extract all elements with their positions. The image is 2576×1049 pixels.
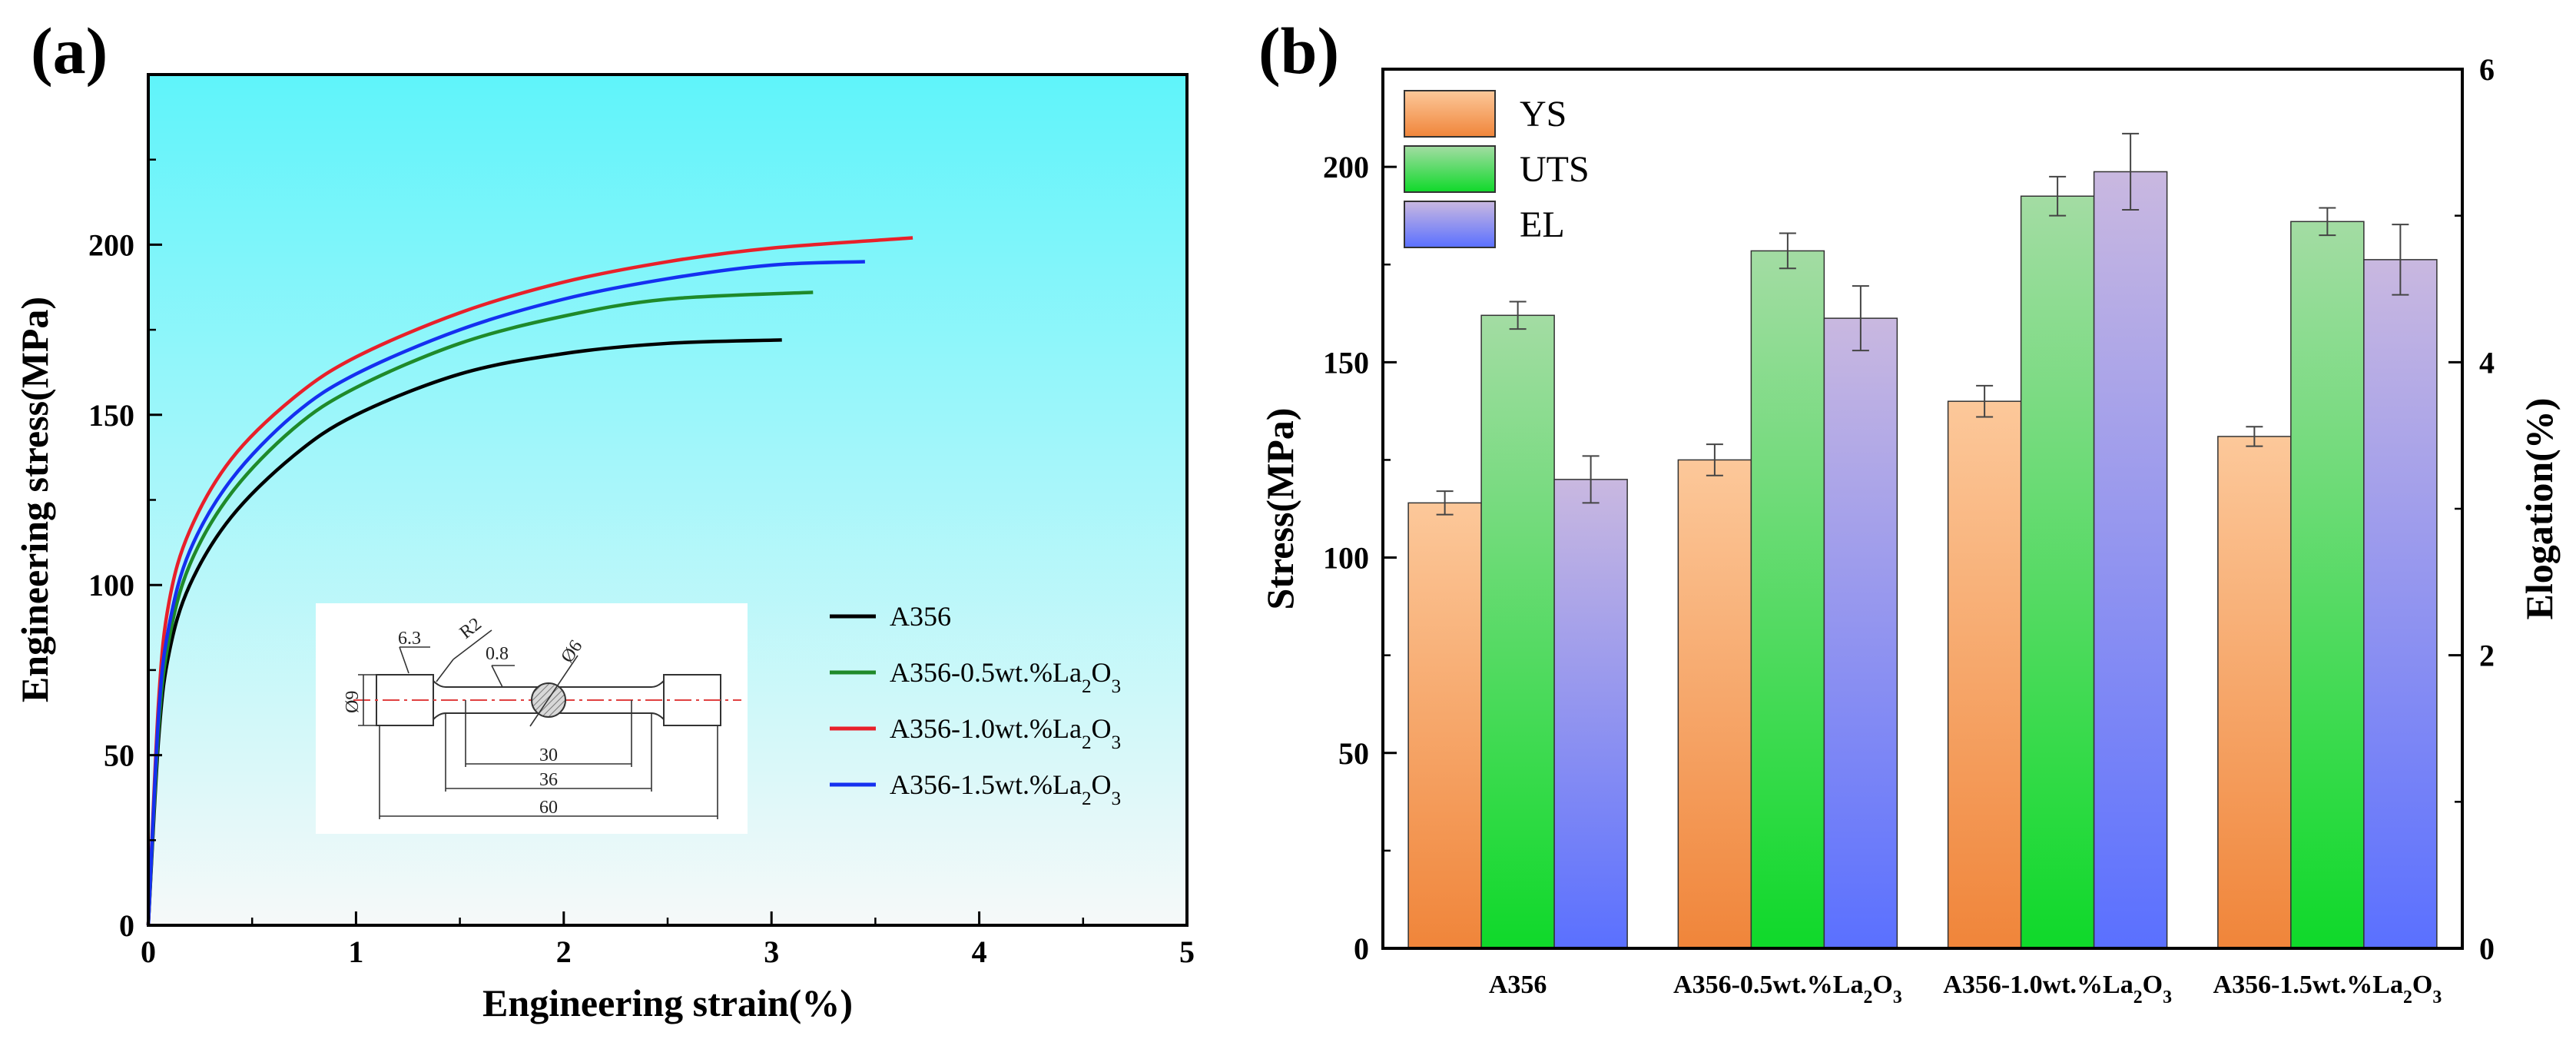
left-y-tick-label: 200: [1323, 150, 1369, 184]
bar-uts: [2020, 195, 2095, 949]
left-y-tick-label: 0: [1354, 931, 1369, 966]
bar-ys: [2217, 436, 2292, 949]
x-tick-label: 0: [141, 934, 156, 969]
plot-b-ticks: 0 50 100 150 200 0 2 4 6: [1323, 52, 2495, 966]
y-tick-label: 100: [88, 568, 134, 603]
legend-swatch-uts: [1404, 145, 1496, 193]
x-tick-label: 2: [556, 934, 572, 969]
legend-label-el: EL: [1520, 204, 1565, 245]
legend-label-la10: A356-1.0wt.%La2O3: [890, 713, 1121, 753]
legend-swatch-el: [1404, 201, 1496, 248]
bar-uts: [2290, 221, 2365, 949]
category-label: A356-1.0wt.%La2O3: [1943, 971, 2172, 1008]
error-bar-el: [1582, 455, 1600, 504]
x-tick-label: 4: [972, 934, 987, 969]
plot-b-legend: YS UTS EL: [1404, 90, 1590, 248]
bar-el: [2093, 171, 2168, 949]
error-bar-uts: [2049, 175, 2067, 217]
legend-label-la15: A356-1.5wt.%La2O3: [890, 769, 1121, 809]
panel-a-label: (a): [31, 14, 108, 88]
error-bar-uts: [1509, 300, 1527, 330]
x-tick-label: 1: [348, 934, 363, 969]
category-label: A356-0.5wt.%La2O3: [1673, 971, 1902, 1008]
dim-label-30: 30: [539, 745, 558, 765]
bar-ys: [1947, 400, 2022, 949]
error-bar-ys: [1706, 443, 1723, 476]
bar-el: [1553, 479, 1628, 949]
dim-label-dia-9: Ø9: [343, 691, 363, 713]
right-y-tick-label: 2: [2479, 639, 2495, 673]
right-y-tick-label: 0: [2479, 931, 2495, 966]
right-y-tick-label: 6: [2479, 52, 2495, 87]
right-y-tick-label: 4: [2479, 345, 2495, 380]
curve-la15: [146, 260, 865, 926]
error-bar-ys: [1976, 384, 1994, 418]
x-tick-label: 5: [1179, 934, 1195, 969]
legend-swatch-ys: [1404, 90, 1496, 138]
y-tick-label: 200: [88, 227, 134, 262]
curve-la10: [146, 236, 913, 926]
plot-a-legend: A356 A356-0.5wt.%La2O3 A356-1.0wt.%La2O3 A3…: [830, 601, 1121, 809]
legend-label-a356: A356: [890, 601, 951, 632]
y-tick-label: 0: [119, 908, 134, 943]
legend-label-ys: YS: [1520, 94, 1566, 134]
panel-b-bar-chart: 0 50 100 150 200 0 2 4 6 Stress(MPa) Elogation(%…: [1258, 52, 2561, 1008]
legend-label-la05: A356-0.5wt.%La2O3: [890, 657, 1121, 697]
category-label: A356-1.5wt.%La2O3: [2213, 971, 2442, 1008]
dim-label-60: 60: [539, 798, 558, 818]
error-bar-ys: [2246, 426, 2263, 447]
plot-b-bars: [1407, 132, 2438, 949]
category-label: A356: [1489, 971, 1547, 999]
bar-uts: [1480, 314, 1555, 949]
plot-a-x-axis-title: Engineering strain(%): [482, 981, 853, 1024]
specimen-cross-section-hatch: [531, 682, 566, 718]
error-bar-ys: [1436, 490, 1454, 516]
bar-ys: [1407, 502, 1482, 949]
left-y-tick-label: 100: [1323, 541, 1369, 576]
left-y-tick-label: 50: [1338, 736, 1369, 771]
panel-b-label: (b): [1258, 14, 1339, 88]
bar-el: [1823, 317, 1898, 949]
x-tick-label: 3: [764, 934, 779, 969]
plot-b-category-labels: A356 A356-0.5wt.%La2O3 A356-1.0wt.%La2O3 A3…: [1489, 971, 2442, 1008]
error-bar-uts: [2319, 207, 2336, 237]
dimension-lines: [358, 629, 718, 819]
bar-uts: [1750, 250, 1825, 949]
error-bar-el: [2392, 224, 2409, 296]
bar-ys: [1677, 459, 1752, 949]
plot-a-curves: [146, 236, 913, 926]
dim-label-36: 36: [539, 770, 558, 790]
inset-background: [316, 603, 748, 834]
dim-label-6-3: 6.3: [398, 629, 421, 649]
left-y-tick-label: 150: [1323, 345, 1369, 380]
error-bar-el: [2122, 132, 2140, 211]
plot-a-y-axis-title: Engineering stress(MPa): [13, 297, 56, 702]
y-tick-label: 150: [88, 398, 134, 433]
error-bar-el: [1852, 285, 1869, 352]
specimen-drawing-inset: 6.3 R2 0.8 Ø6 Ø9 30 36 60: [316, 603, 748, 834]
bar-el: [2363, 259, 2438, 949]
plot-b-right-axis-title: Elogation(%): [2518, 398, 2561, 620]
y-tick-label: 50: [104, 739, 134, 773]
error-bar-uts: [1779, 232, 1796, 270]
legend-label-uts: UTS: [1520, 149, 1590, 190]
plot-b-y-axis-title: Stress(MPa): [1258, 408, 1301, 610]
dim-label-0-8: 0.8: [486, 644, 509, 664]
